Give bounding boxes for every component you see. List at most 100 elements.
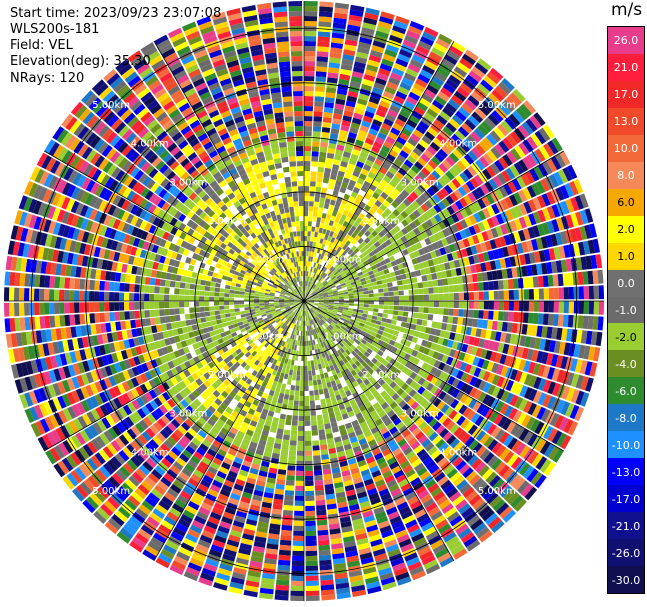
velocity-gate [474,62,489,75]
velocity-gate [505,95,519,109]
velocity-gate [530,133,542,147]
velocity-gate [308,296,314,299]
velocity-gate [307,293,311,298]
velocity-gate [339,298,344,301]
velocity-gate [344,205,352,212]
velocity-gate [407,25,423,36]
velocity-gate [310,289,315,294]
velocity-gate [459,141,471,153]
velocity-gate [376,72,389,82]
velocity-gate [343,193,351,201]
velocity-gate [359,151,369,159]
velocity-gate [312,354,317,361]
velocity-gate [340,282,346,287]
velocity-gate [306,276,308,282]
velocity-gate [417,184,426,194]
velocity-gate [455,175,466,186]
velocity-gate [304,231,308,237]
velocity-gate [498,290,504,300]
velocity-gate [343,110,354,118]
velocity-gate [433,232,441,242]
velocity-gate [324,218,330,225]
velocity-gate [393,95,405,105]
velocity-gate [401,219,409,227]
velocity-gate [380,179,389,188]
velocity-gate [383,140,393,149]
velocity-gate [374,158,384,167]
velocity-gate [362,250,369,257]
velocity-gate [304,121,313,127]
velocity-gate [378,304,384,309]
velocity-gate [396,154,406,163]
velocity-gate [350,225,357,232]
velocity-gate [378,223,386,231]
velocity-gate [443,184,453,195]
velocity-gate [422,64,436,75]
velocity-gate [419,193,428,203]
velocity-gate [413,289,419,295]
velocity-gate [413,306,419,313]
velocity-gate [279,539,292,546]
velocity-gate [426,145,437,156]
velocity-gate [546,206,556,220]
velocity-gate [578,286,584,300]
velocity-gate [369,184,377,192]
velocity-gate [350,251,356,258]
velocity-gate [495,213,505,225]
velocity-gate [392,286,399,291]
velocity-gate [532,197,542,210]
velocity-gate [393,296,399,301]
velocity-gate [304,5,318,12]
velocity-gate [352,254,359,260]
velocity-gate [349,207,356,215]
velocity-gate [558,301,564,313]
velocity-gate [305,480,314,486]
velocity-gate [304,415,311,421]
velocity-gate [304,375,309,381]
velocity-gate [467,274,473,283]
velocity-gate [369,274,376,279]
velocity-gate [350,122,361,130]
velocity-gate [531,183,541,196]
velocity-gate [509,164,520,178]
velocity-gate [340,68,352,76]
velocity-gate [310,256,314,262]
velocity-gate [494,159,505,172]
velocity-gate [368,293,374,298]
velocity-gate [345,34,359,42]
velocity-gate [304,131,312,137]
velocity-gate [304,195,309,202]
velocity-gate [456,145,467,157]
velocity-gate [422,313,429,320]
velocity-gate [304,355,308,361]
velocity-gate [475,186,486,198]
velocity-gate [276,479,286,485]
velocity-gate [329,299,335,301]
velocity-gate [291,354,296,361]
velocity-gate [490,162,501,175]
velocity-gate [338,207,345,214]
velocity-gate [367,154,376,163]
velocity-gate [344,172,352,180]
velocity-gate [387,243,395,251]
velocity-gate [293,530,304,537]
velocity-gate [486,229,494,240]
velocity-gate [317,529,329,536]
velocity-gate [422,190,432,200]
velocity-gate [428,235,437,244]
velocity-gate [540,178,550,192]
velocity-gate [290,585,304,592]
velocity-gate [419,97,431,108]
velocity-gate [438,163,449,173]
velocity-gate [304,51,316,57]
velocity-gate [306,286,309,292]
velocity-gate [305,291,307,297]
velocity-gate [327,147,336,155]
velocity-gate [537,275,544,288]
velocity-gate [344,105,355,113]
velocity-gate [333,238,339,245]
velocity-gate [305,261,308,267]
velocity-gate [381,162,391,171]
velocity-gate [318,294,324,297]
velocity-gate [353,273,359,279]
